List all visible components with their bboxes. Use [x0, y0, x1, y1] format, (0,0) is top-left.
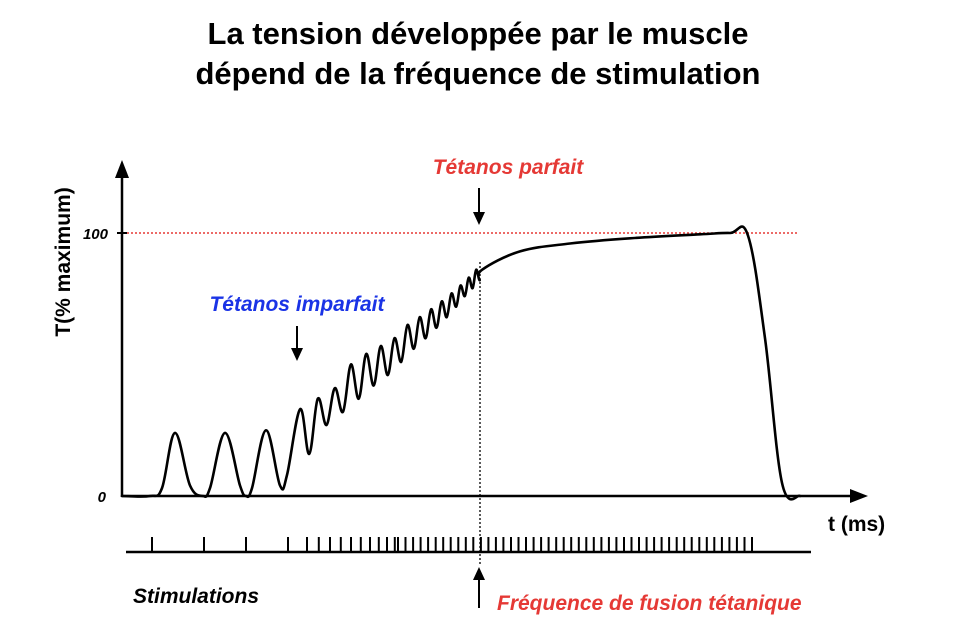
- label-frequence-fusion: Fréquence de fusion tétanique: [497, 592, 802, 615]
- title-line-2: dépend de la fréquence de stimulation: [195, 56, 761, 91]
- y-tick-100: 100: [83, 226, 109, 243]
- tension-curve: [120, 225, 802, 501]
- y-tick-0: 0: [98, 489, 107, 506]
- x-axis-label: t (ms): [828, 513, 885, 536]
- title-line-1: La tension développée par le muscle: [207, 16, 749, 51]
- y-axis-arrow: [115, 160, 129, 178]
- x-axis-arrow: [850, 489, 868, 503]
- chart-title: La tension développée par le muscle dépe…: [0, 14, 956, 94]
- y-axis-label: T(% maximum): [52, 187, 75, 336]
- arrowhead-tetanos-parfait: [473, 212, 485, 225]
- label-tetanos-imparfait: Tétanos imparfait: [209, 293, 385, 316]
- arrowhead-tetanos-imparfait: [291, 348, 303, 361]
- label-tetanos-parfait: Tétanos parfait: [433, 156, 585, 179]
- stimulation-marks: [151, 537, 753, 552]
- label-stimulations: Stimulations: [133, 585, 259, 608]
- arrowhead-fusion: [473, 567, 485, 580]
